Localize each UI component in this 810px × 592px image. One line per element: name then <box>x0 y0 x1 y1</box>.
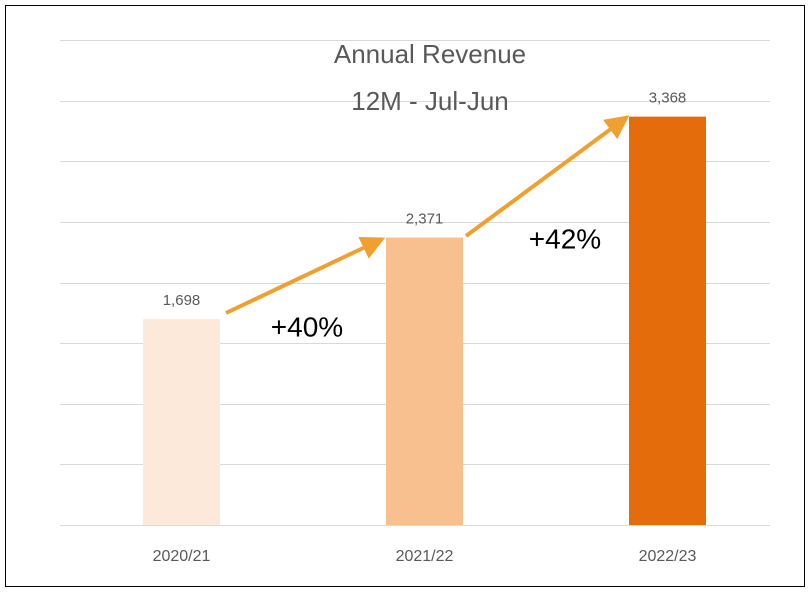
chart-title: Annual Revenue <box>334 39 526 69</box>
x-tick-label: 2022/23 <box>639 548 697 565</box>
x-tick-label: 2020/21 <box>153 548 211 565</box>
arrow <box>464 115 630 238</box>
data-label: 3,368 <box>649 90 687 107</box>
arrow <box>225 237 386 315</box>
x-tick-label: 2021/22 <box>396 548 454 565</box>
data-label: 1,698 <box>163 292 201 309</box>
chart-subtitle: 12M - Jul-Jun <box>351 86 509 116</box>
annotation: +40% <box>271 311 343 342</box>
annotation: +42% <box>529 223 601 254</box>
bar <box>629 116 706 525</box>
bar <box>386 237 463 526</box>
data-label: 2,371 <box>406 210 444 227</box>
bar <box>143 319 220 525</box>
